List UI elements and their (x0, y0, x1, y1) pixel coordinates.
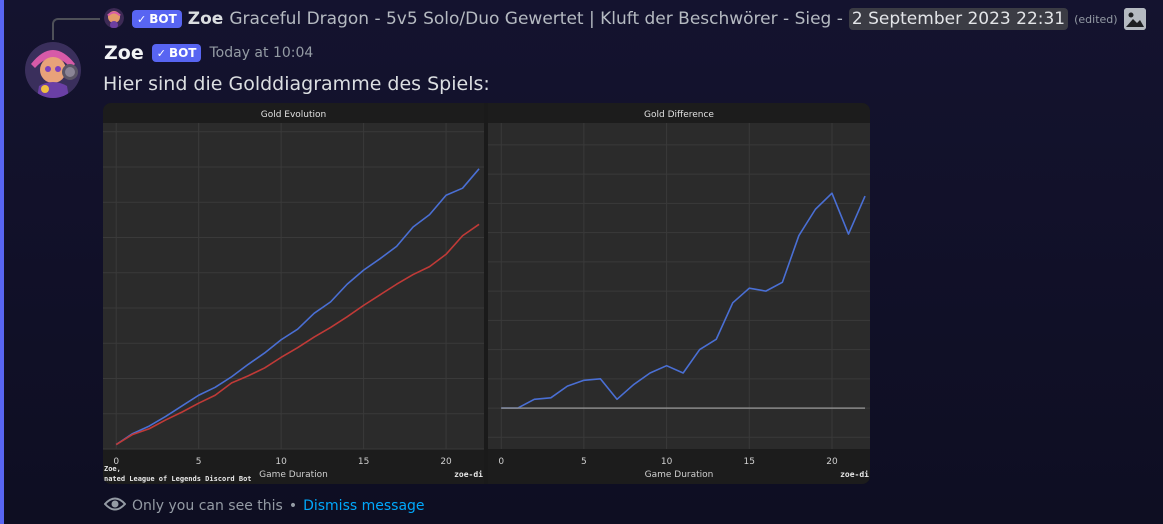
chart-title: Gold Difference (644, 110, 714, 120)
eye-icon (103, 496, 127, 516)
x-tick-label: 5 (581, 457, 587, 467)
author-avatar[interactable] (25, 42, 81, 98)
series-line-blue (501, 192, 866, 409)
chart-plot-area (488, 123, 870, 449)
chart-title: Gold Evolution (261, 110, 327, 120)
message-content: Hier sind die Golddiagramme des Spiels: (103, 73, 490, 95)
verified-check-icon: ✓ (137, 12, 147, 26)
x-tick-label: 5 (196, 457, 202, 467)
watermark-left: Zoe, (104, 465, 121, 473)
x-tick-label: 20 (826, 457, 838, 467)
message-timestamp: Today at 10:04 (209, 45, 314, 61)
chart-plot-area (103, 123, 484, 449)
series-line-red (115, 223, 480, 446)
x-axis-label: Game Duration (259, 470, 328, 480)
x-tick-label: 10 (661, 457, 673, 467)
reply-preview[interactable]: ✓ BOT Zoe Graceful Dragon - 5v5 Solo/Duo … (132, 6, 1146, 32)
verified-check-icon: ✓ (156, 46, 166, 60)
x-tick-label: 15 (744, 457, 755, 467)
reply-text: Graceful Dragon - 5v5 Solo/Duo Gewertet … (229, 9, 843, 29)
image-icon[interactable] (1123, 8, 1146, 30)
ephemeral-footer: Only you can see this • Dismiss message (103, 496, 425, 516)
x-tick-label: 10 (275, 457, 287, 467)
x-tick-label: 15 (358, 457, 369, 467)
dismiss-message-link[interactable]: Dismiss message (303, 498, 425, 514)
reply-spine (52, 18, 100, 40)
watermark-left: nated League of Legends Discord Bot (104, 475, 252, 483)
series-line-blue (115, 168, 480, 446)
x-axis-label: Game Duration (645, 470, 714, 480)
bot-tag: ✓ BOT (151, 44, 202, 62)
x-tick-label: 0 (498, 457, 504, 467)
footer-separator: • (288, 498, 298, 514)
watermark-right: zoe-di (840, 469, 869, 479)
bot-tag-label: BOT (168, 46, 197, 60)
edited-label: (edited) (1074, 12, 1118, 26)
bot-tag: ✓ BOT (132, 10, 182, 28)
bot-tag-label: BOT (149, 12, 177, 26)
gold-charts-svg: Gold Evolution 0 5 10 15 20 Game Duration Zoe, n… (103, 103, 870, 484)
x-tick-label: 20 (440, 457, 452, 467)
watermark-right: zoe-di (454, 469, 483, 479)
reply-avatar[interactable] (104, 8, 124, 28)
author-name[interactable]: Zoe (104, 42, 144, 64)
visibility-text: Only you can see this (132, 498, 283, 514)
reply-timestamp-chip: 2 September 2023 22:31 (848, 8, 1069, 30)
highlight-accent-bar (0, 0, 4, 524)
reply-author[interactable]: Zoe (187, 9, 224, 29)
x-tick-label: 0 (113, 457, 119, 467)
gold-charts-image[interactable]: Gold Evolution 0 5 10 15 20 Game Duration Zoe, n… (103, 103, 870, 484)
message-header: Zoe ✓ BOT Today at 10:04 (104, 42, 313, 64)
